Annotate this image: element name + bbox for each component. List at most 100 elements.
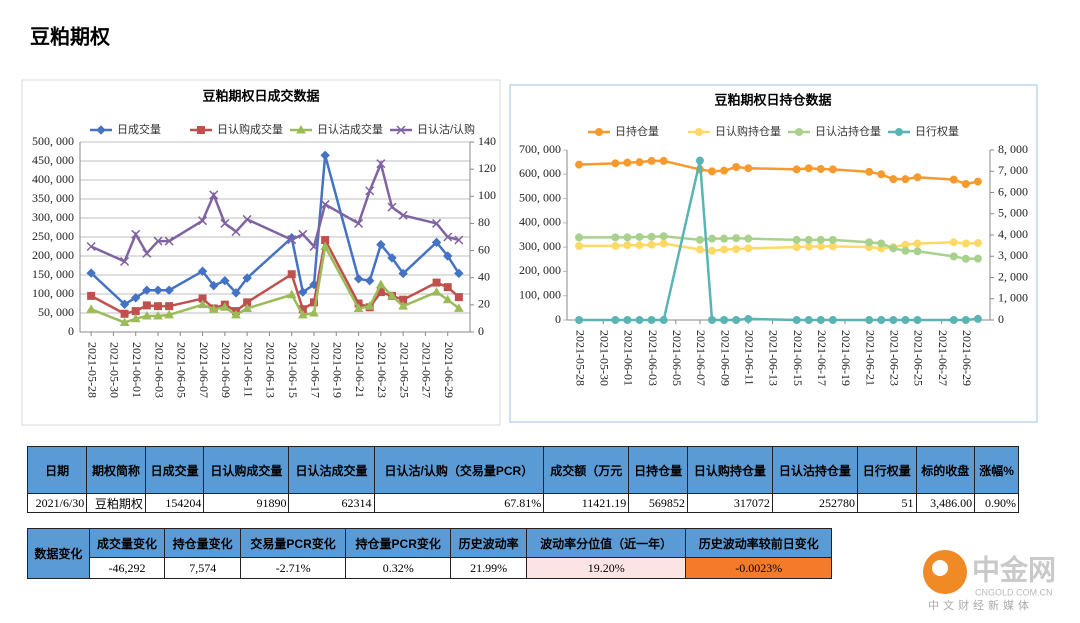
header-cell: 历史波动率 (450, 528, 527, 558)
point (575, 160, 584, 169)
point (575, 241, 584, 250)
x-tick-label: 2021-06-15 (286, 342, 300, 398)
point (828, 235, 837, 244)
point (287, 270, 296, 279)
point (242, 214, 252, 224)
cell: 0.32% (345, 557, 452, 579)
point (443, 283, 452, 292)
point (792, 235, 801, 244)
point (287, 235, 297, 245)
y-tick-label: 300, 000 (32, 210, 74, 224)
point (376, 239, 386, 250)
y-tick-label: 400, 000 (32, 172, 74, 186)
point (623, 316, 632, 324)
point (142, 301, 151, 310)
point (744, 234, 753, 243)
point (744, 314, 753, 323)
point (443, 232, 453, 242)
point (877, 239, 886, 248)
table-row: 2021/6/30 豆粕期权 154204 91890 62314 67.81% 11421… (26, 493, 1019, 513)
point (865, 316, 874, 324)
cell: 19.20% (525, 557, 687, 579)
point (973, 177, 982, 186)
point (131, 307, 140, 316)
y-tick-label: 100, 000 (32, 286, 74, 300)
point (153, 236, 163, 246)
point (804, 242, 813, 251)
x-tick-label: 2021-06-15 (791, 330, 805, 386)
point (708, 167, 717, 176)
point (647, 240, 656, 249)
point (792, 316, 801, 324)
point (353, 274, 364, 284)
x-tick-label: 2021-06-27 (936, 330, 950, 386)
header-cell: 交易量PCR变化 (240, 528, 347, 558)
header-cell: 日认沽成交量 (288, 446, 375, 494)
point (865, 238, 874, 247)
point (659, 239, 668, 248)
cell: 21.99% (450, 557, 527, 579)
x-tick-label: 2021-06-01 (622, 330, 636, 386)
point (828, 242, 837, 251)
table-row: 日期 期权简称 日成交量 日认购成交量 日认沽成交量 日认沽/认购（交易量PCR） 成交额（… (26, 446, 1019, 494)
y-tick-label: 400, 000 (519, 215, 561, 229)
y-tick-label: 150, 000 (32, 267, 74, 281)
y-tick-label: 100, 000 (519, 287, 561, 301)
point (647, 232, 656, 241)
x-tick-label: 2021-06-13 (264, 342, 278, 398)
point (877, 170, 886, 179)
point (432, 278, 441, 287)
cell: 62314 (288, 493, 375, 513)
y-tick-label: 200, 000 (519, 263, 561, 277)
legend-label: 日认购持仓量 (715, 124, 781, 138)
header-cell: 数据变化 (27, 528, 90, 579)
cell: 7,574 (164, 557, 242, 579)
x-tick-label: 2021-06-21 (353, 342, 367, 398)
point (575, 233, 584, 242)
cell: 252780 (771, 493, 858, 513)
x-tick-label: 2021-06-23 (888, 330, 902, 386)
x-tick-label: 2021-06-21 (863, 330, 877, 386)
point (744, 244, 753, 253)
cell: 2021/6/30 (26, 493, 88, 513)
header-cell: 日成交量 (144, 446, 205, 494)
point (949, 316, 958, 324)
x-tick-label: 2021-06-03 (646, 330, 660, 386)
x-tick-label: 2021-06-01 (130, 342, 144, 398)
point (398, 210, 408, 220)
point (695, 156, 704, 165)
y-tick-label: 0 (555, 312, 561, 326)
point (949, 175, 958, 184)
cell: -46,292 (88, 557, 166, 579)
logo-name: 中金网 (972, 553, 1056, 585)
point (119, 317, 130, 326)
point (197, 299, 208, 309)
point (142, 248, 152, 258)
point (595, 128, 603, 136)
y-tick-label: 350, 000 (32, 191, 74, 205)
point (453, 303, 464, 312)
point (635, 316, 644, 324)
point (720, 166, 729, 175)
point (96, 125, 106, 135)
point (889, 244, 898, 253)
point (816, 242, 825, 251)
point (804, 235, 813, 244)
x-tick-label: 2021-06-05 (175, 342, 189, 398)
point (231, 288, 241, 298)
x-tick-label: 2021-06-29 (442, 342, 456, 398)
header-cell: 日持仓量 (628, 446, 688, 494)
point (131, 229, 141, 239)
point (320, 150, 330, 161)
point (130, 313, 141, 323)
legend-label: 日认购成交量 (217, 122, 283, 136)
point (353, 303, 364, 312)
y-tick-label: 450, 000 (32, 153, 74, 167)
point (431, 237, 442, 248)
point (454, 235, 464, 245)
point (86, 268, 96, 278)
point (231, 309, 241, 319)
point (120, 256, 130, 266)
point (231, 227, 241, 237)
